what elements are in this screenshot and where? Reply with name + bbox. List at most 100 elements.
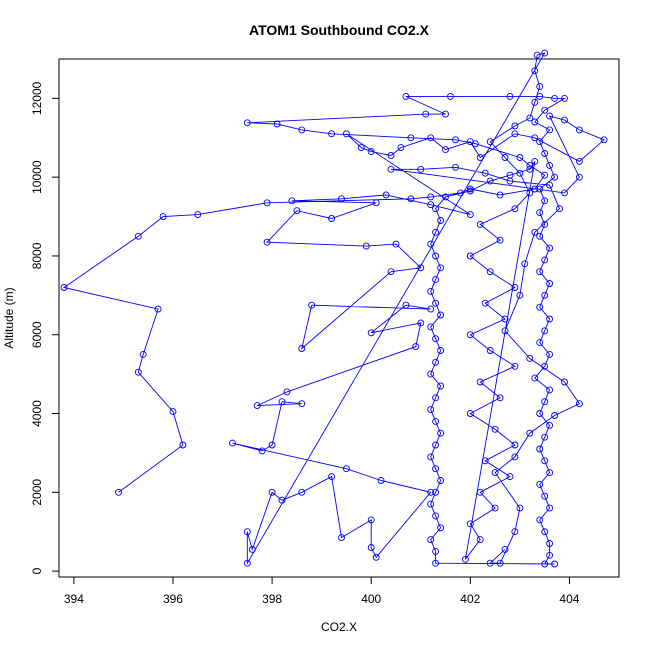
data-point xyxy=(541,457,549,465)
data-point xyxy=(561,378,568,386)
data-point xyxy=(268,441,276,449)
data-point xyxy=(169,408,177,416)
data-point xyxy=(476,378,484,386)
data-point xyxy=(367,329,375,337)
data-point xyxy=(288,197,296,205)
data-point xyxy=(526,165,534,173)
data-point xyxy=(526,429,534,437)
data-point xyxy=(432,488,440,496)
data-point xyxy=(248,545,256,553)
y-tick-label: 6000 xyxy=(30,321,44,348)
data-point xyxy=(402,301,410,309)
data-point xyxy=(432,299,440,307)
data-point xyxy=(541,106,549,114)
data-point xyxy=(372,199,380,207)
data-point xyxy=(258,447,266,455)
data-point xyxy=(541,197,549,205)
data-point xyxy=(501,545,509,553)
data-point xyxy=(546,112,554,120)
data-point xyxy=(447,92,454,100)
data-point xyxy=(546,244,554,252)
data-point xyxy=(338,534,345,542)
data-point xyxy=(298,345,306,352)
data-point xyxy=(575,126,583,134)
data-point xyxy=(541,560,549,568)
data-point xyxy=(496,191,504,199)
data-point xyxy=(243,528,251,536)
data-point xyxy=(496,236,504,244)
x-tick-label: 394 xyxy=(64,592,84,606)
data-point xyxy=(536,445,544,453)
data-point xyxy=(298,400,306,408)
data-point xyxy=(491,469,499,477)
data-point xyxy=(541,398,549,406)
data-point xyxy=(367,148,375,156)
data-point xyxy=(575,157,583,165)
data-point xyxy=(511,205,519,213)
data-point xyxy=(432,335,440,343)
data-point xyxy=(308,301,316,309)
data-point xyxy=(417,264,425,272)
data-point xyxy=(466,410,474,417)
data-point xyxy=(442,146,449,154)
data-point xyxy=(476,536,484,544)
data-point xyxy=(511,122,519,130)
data-point xyxy=(551,173,559,181)
data-point xyxy=(466,520,474,528)
x-tick-label: 402 xyxy=(460,592,480,606)
data-point xyxy=(273,120,281,128)
data-point xyxy=(432,228,440,236)
data-point xyxy=(367,544,375,551)
data-point xyxy=(511,441,519,449)
data-point xyxy=(159,213,167,221)
data-point xyxy=(541,327,549,335)
data-point xyxy=(556,205,563,213)
data-point xyxy=(338,195,345,203)
y-tick-label: 2000 xyxy=(30,479,44,506)
data-point xyxy=(541,291,549,299)
data-point xyxy=(293,207,301,215)
data-point xyxy=(437,311,445,319)
data-point xyxy=(253,402,261,410)
data-point xyxy=(387,152,395,159)
data-point xyxy=(427,488,435,496)
data-point xyxy=(466,331,474,339)
data-point xyxy=(134,368,142,376)
chart-title: ATOM1 Southbound CO2.X xyxy=(249,22,430,38)
data-point xyxy=(437,477,445,484)
data-point xyxy=(575,400,583,408)
data-point xyxy=(357,144,365,152)
data-point xyxy=(481,299,489,307)
data-point xyxy=(546,551,554,559)
y-tick-label: 12000 xyxy=(30,81,44,115)
data-point xyxy=(546,386,554,394)
data-point xyxy=(496,559,504,567)
data-point xyxy=(531,228,539,236)
data-point xyxy=(461,555,469,563)
data-point xyxy=(491,425,499,433)
data-point xyxy=(536,268,544,276)
data-point xyxy=(456,189,464,197)
data-point xyxy=(427,406,435,414)
data-point xyxy=(526,189,534,197)
data-point xyxy=(486,138,494,146)
data-point xyxy=(342,130,350,138)
data-point xyxy=(134,232,142,240)
data-point xyxy=(432,465,440,473)
data-point xyxy=(427,287,435,295)
data-point xyxy=(466,138,474,146)
data-point xyxy=(367,516,375,524)
data-point xyxy=(501,315,509,323)
data-point xyxy=(402,92,410,100)
y-tick-label: 8000 xyxy=(30,242,44,269)
data-point xyxy=(536,232,544,240)
data-point xyxy=(536,138,544,146)
data-point xyxy=(179,441,187,449)
data-point xyxy=(541,528,549,536)
data-point xyxy=(531,134,539,142)
data-point xyxy=(422,110,430,118)
data-point xyxy=(546,421,554,429)
data-point xyxy=(511,362,519,370)
data-point xyxy=(481,169,489,177)
